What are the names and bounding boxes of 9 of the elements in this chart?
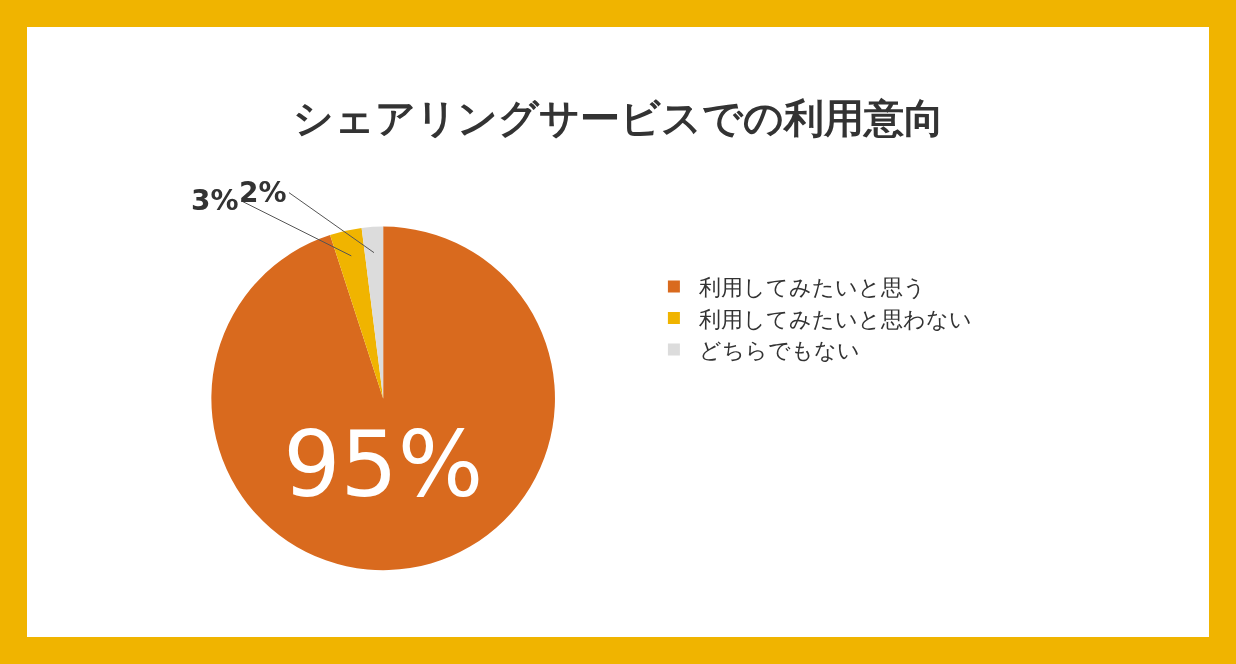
legend-label: 利用してみたいと思わない xyxy=(698,306,972,332)
data-label: 95% xyxy=(283,411,484,517)
pie-slice xyxy=(330,227,384,399)
data-label: 2% xyxy=(239,176,287,209)
data-label: 3% xyxy=(191,184,239,217)
chart-title: シェアリングサービスでの利用意向 xyxy=(292,95,944,141)
pie-slice xyxy=(211,226,555,571)
legend-label: 利用してみたいと思う xyxy=(698,274,926,300)
legend-label: どちらでもない xyxy=(698,338,860,364)
